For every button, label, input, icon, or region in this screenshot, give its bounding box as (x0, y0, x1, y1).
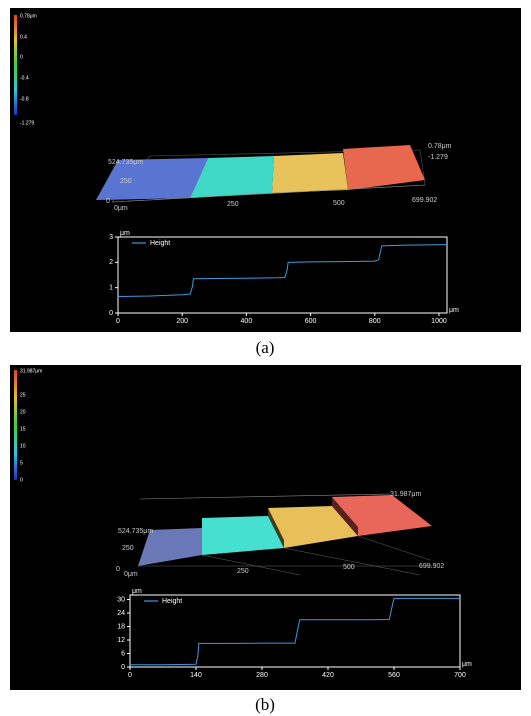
surface-label: -1.279 (428, 154, 448, 161)
surface-label: 0 (116, 566, 120, 573)
colorbar-label: 0 (20, 477, 23, 483)
y-tick-label: 6 (121, 650, 125, 657)
surface-label: 250 (227, 201, 239, 208)
colorbar-label: 10 (20, 443, 26, 449)
colorbar-label: -0.8 (20, 96, 29, 102)
y-tick-label: 1 (109, 285, 113, 292)
x-tick-label: 560 (388, 672, 400, 679)
colorbar-label: 31.987μm (20, 368, 42, 374)
colorbar-label: 15 (20, 426, 26, 432)
colorbar-label: 0.4 (20, 34, 27, 40)
y-tick-label: 0 (109, 310, 113, 317)
surface-label: 250 (122, 545, 134, 552)
colorbar-label: 25 (20, 392, 26, 398)
x-tick-label: 200 (176, 318, 188, 325)
surface-label: 699.902 (419, 563, 444, 570)
x-tick-label: 0 (128, 672, 132, 679)
y-tick-label: 24 (117, 610, 125, 617)
colorbar-label: -1.279 (20, 120, 34, 126)
x-tick-label: 800 (369, 318, 381, 325)
x-tick-label: 140 (190, 672, 202, 679)
x-tick-label: 0 (116, 318, 120, 325)
x-tick-label: 280 (256, 672, 268, 679)
surface-label: 0μm (124, 571, 138, 578)
colorbar-label: -0.4 (20, 75, 29, 81)
surface-label: 524.735μm (108, 159, 143, 166)
x-tick-label: 420 (322, 672, 334, 679)
surface-label: 0μm (114, 205, 128, 212)
x-axis-label: μm (449, 307, 459, 314)
colorbar-label: 20 (20, 409, 26, 415)
caption: (b) (255, 695, 275, 714)
colorbar (14, 15, 17, 115)
surface-label: 250 (237, 568, 249, 575)
x-tick-label: 1000 (431, 318, 447, 325)
surface-label: 500 (343, 564, 355, 571)
y-tick-label: 18 (117, 623, 125, 630)
figure: 0.78μm 0.4 0 -0.4 -0.8 -1.279 524.735μm … (0, 0, 531, 716)
y-tick-label: 3 (109, 234, 113, 241)
surface-label: 0.78μm (428, 143, 452, 150)
y-tick-label: 30 (117, 596, 125, 603)
caption: (a) (256, 338, 275, 357)
colorbar-label: 0.78μm (20, 13, 37, 19)
surface-label: 699.902 (412, 197, 437, 204)
colorbar-label: 5 (20, 460, 23, 466)
y-tick-label: 0 (121, 664, 125, 671)
surface-label: 250 (120, 178, 132, 185)
surface-label: 0 (106, 198, 110, 205)
surface-label: 500 (333, 200, 345, 207)
x-tick-label: 600 (305, 318, 317, 325)
x-tick-label: 400 (241, 318, 253, 325)
y-axis-label: μm (132, 588, 142, 595)
x-tick-label: 700 (454, 672, 466, 679)
legend-label: Height (162, 598, 182, 605)
y-tick-label: 12 (117, 637, 125, 644)
x-axis-label: μm (462, 661, 472, 668)
surface-label: 31.987μm (390, 491, 421, 498)
colorbar-label: 0 (20, 54, 23, 60)
y-tick-label: 2 (109, 259, 113, 266)
colorbar (14, 370, 17, 480)
y-axis-label: μm (120, 230, 130, 237)
surface-label: 524.735μm (118, 528, 153, 535)
legend-label: Height (150, 240, 170, 247)
